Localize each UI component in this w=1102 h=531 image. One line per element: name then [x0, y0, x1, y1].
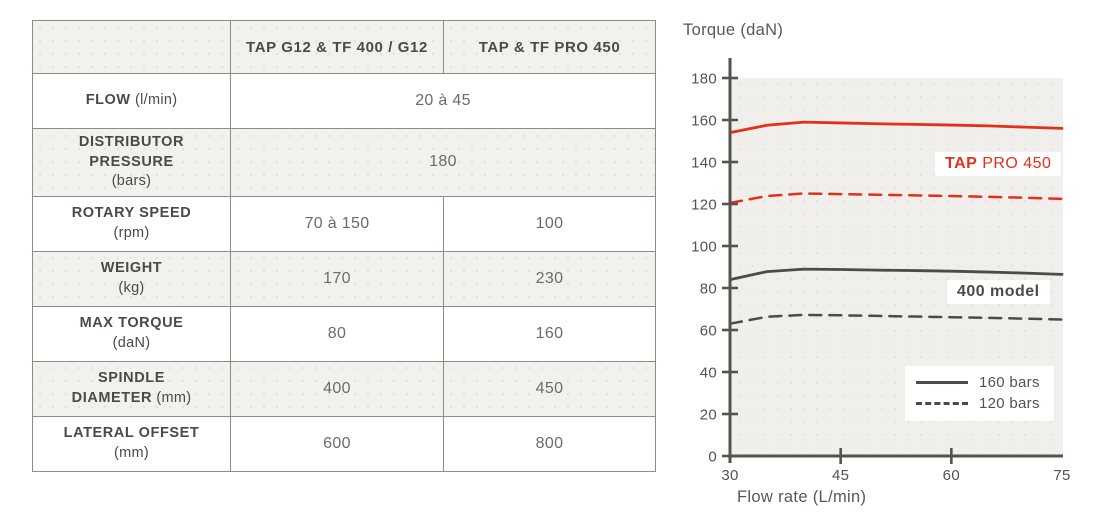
y-tick-label: 100 [691, 239, 717, 256]
y-tick-label: 140 [691, 155, 717, 172]
y-tick-label: 60 [700, 323, 717, 340]
spec-label-unit: (l/min) [130, 92, 178, 109]
spec-row: DISTRIBUTOR PRESSURE (bars) 180 [32, 128, 656, 197]
spec-label-text: WEIGHT [100, 260, 163, 277]
spec-label: SPINDLE DIAMETER (mm) [32, 360, 231, 417]
torque-chart-svg: 0 20 40 60 80 100 120 140 160 180 30 45 60 75 [691, 58, 1070, 484]
spec-value: 170 [230, 250, 444, 307]
x-axis-label: Flow rate (L/min) [737, 488, 867, 506]
solid-line-swatch [916, 381, 968, 384]
column-header-g12: TAP G12 & TF 400 / G12 [230, 20, 444, 74]
y-tick-label: 80 [700, 281, 717, 298]
spec-value: 400 [230, 360, 444, 417]
legend-label-120: 120 bars [979, 395, 1040, 412]
chart-legend: 160 bars 120 bars [905, 366, 1054, 421]
y-tick-label: 40 [700, 365, 717, 382]
spec-label: FLOW (l/min) [32, 73, 231, 129]
spec-label-unit: (kg) [118, 279, 145, 296]
spec-label: WEIGHT (kg) [32, 250, 231, 307]
y-tick-label: 0 [708, 449, 717, 466]
spec-value: 70 à 150 [230, 195, 444, 252]
spec-label-unit: (daN) [112, 334, 151, 351]
spec-label: MAX TORQUE (daN) [32, 305, 231, 362]
legend-item-160-bars: 160 bars [916, 374, 1040, 391]
table-header-row: TAP G12 & TF 400 / G12 TAP & TF PRO 450 [32, 20, 656, 74]
spec-row: SPINDLE DIAMETER (mm) 400 450 [32, 360, 656, 417]
series-label-400-model: 400 model [947, 280, 1050, 304]
spec-label: DISTRIBUTOR PRESSURE (bars) [32, 128, 231, 197]
spec-label-unit: (bars) [111, 173, 152, 190]
spec-label: ROTARY SPEED (rpm) [32, 195, 231, 252]
chart-title: Torque (daN) [683, 21, 784, 39]
spec-label-unit: (mm) [152, 389, 192, 406]
spec-label-unit: (rpm) [113, 224, 150, 241]
spec-row: MAX TORQUE (daN) 80 160 [32, 305, 656, 362]
spec-row: WEIGHT (kg) 170 230 [32, 250, 656, 307]
spec-value: 180 [230, 128, 656, 197]
series-label-tap-pro-450: TAP PRO 450 [935, 152, 1062, 176]
y-tick-label: 160 [691, 113, 717, 130]
x-tick-label: 30 [721, 467, 738, 484]
spec-label-text: LATERAL OFFSET [63, 425, 200, 442]
spec-value: 230 [443, 250, 656, 307]
spec-value: 160 [443, 305, 656, 362]
spec-label-unit: (mm) [114, 444, 149, 461]
legend-label-160: 160 bars [979, 374, 1040, 391]
spec-table: TAP G12 & TF 400 / G12 TAP & TF PRO 450 … [32, 20, 656, 472]
spec-row: ROTARY SPEED (rpm) 70 à 150 100 [32, 195, 656, 252]
y-tick-label: 120 [691, 197, 717, 214]
spec-value: 450 [443, 360, 656, 417]
spec-value: 20 à 45 [230, 73, 656, 129]
spec-value: 600 [230, 415, 444, 472]
plot-area: 0 20 40 60 80 100 120 140 160 180 30 45 60 75 [691, 58, 1070, 484]
y-tick-label: 180 [691, 71, 717, 88]
spec-row: FLOW (l/min) 20 à 45 [32, 73, 656, 129]
dashed-line-swatch [916, 402, 968, 405]
legend-item-120-bars: 120 bars [916, 395, 1040, 412]
spec-table-body: FLOW (l/min) 20 à 45 DISTRIBUTOR PRESSURE(… [32, 73, 656, 472]
torque-chart: 0 20 40 60 80 100 120 140 160 180 30 45 60 75 Torque … [683, 15, 1102, 531]
spec-label-text: SPINDLE DIAMETER [71, 370, 165, 406]
spec-value: 800 [443, 415, 656, 472]
series-label-tap-bold: TAP [945, 155, 978, 172]
spec-row: LATERAL OFFSET (mm) 600 800 [32, 415, 656, 472]
x-tick-label: 75 [1053, 467, 1070, 484]
series-label-tap-rest: PRO 450 [977, 155, 1052, 172]
spec-value: 100 [443, 195, 656, 252]
y-tick-label: 20 [700, 407, 717, 424]
corner-cell [32, 20, 231, 74]
spec-label-text: DISTRIBUTOR PRESSURE [78, 134, 185, 170]
x-tick-label: 60 [943, 467, 960, 484]
spec-label-text: ROTARY SPEED [71, 205, 192, 222]
spec-label-text: FLOW [85, 92, 131, 109]
x-tick-label: 45 [832, 467, 849, 484]
spec-label-text: MAX TORQUE [79, 315, 184, 332]
spec-value: 80 [230, 305, 444, 362]
column-header-pro450: TAP & TF PRO 450 [443, 20, 656, 74]
spec-label: LATERAL OFFSET (mm) [32, 415, 231, 472]
